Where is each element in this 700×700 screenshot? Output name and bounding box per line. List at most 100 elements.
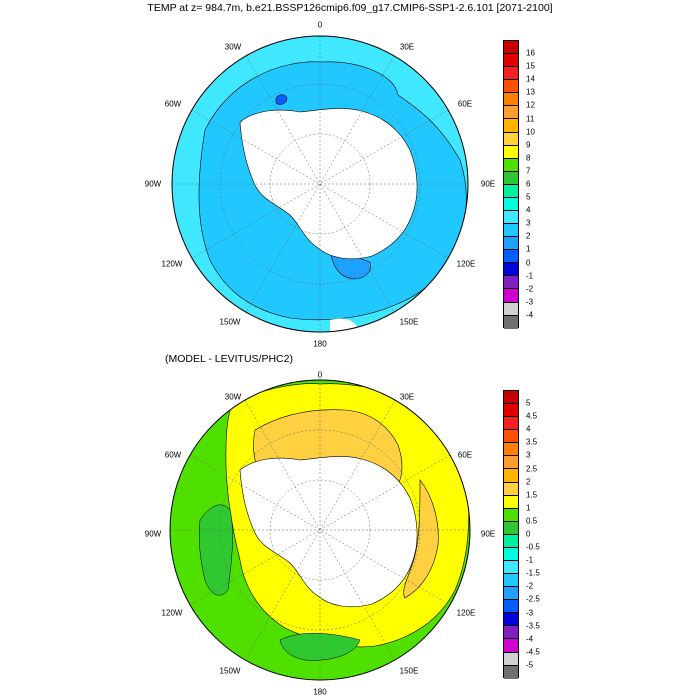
colorbar-1-swatch (504, 80, 518, 94)
colorbar-2-swatch (504, 613, 518, 627)
map1-lon-label-90w: 90W (144, 179, 162, 189)
colorbar-2-tick-label: -1.5 (526, 568, 540, 578)
colorbar-1-swatch (504, 67, 518, 81)
colorbar-2-swatch (504, 574, 518, 588)
colorbar-2-swatch (504, 469, 518, 483)
map2-lon-label-60w: 60W (164, 450, 182, 460)
colorbar-2-swatch (504, 534, 518, 548)
colorbar-1-tick-label: 16 (526, 48, 535, 58)
map2-green-patch-south (279, 633, 361, 661)
map2-polar-plot (170, 380, 470, 680)
colorbar-1-swatch (504, 289, 518, 303)
map2-lon-label-30e: 30E (399, 392, 415, 402)
colorbar-1-swatch (504, 211, 518, 225)
map2-lon-label-120e: 120E (456, 608, 476, 618)
plot1-title: TEMP at z= 984.7m, b.e21.BSSP126cmip6.f0… (147, 2, 553, 14)
map1-lon-label-0: 0 (317, 20, 323, 30)
colorbar-1-tick-label: 15 (526, 61, 535, 71)
colorbar-1-tick-label: 8 (526, 153, 531, 163)
colorbar-2-swatch (504, 639, 518, 653)
colorbar-2-swatch (504, 587, 518, 601)
colorbar-2-swatch (504, 652, 518, 666)
map2-graticule (170, 380, 470, 680)
colorbar-2-tick-label: 3 (526, 450, 531, 460)
colorbar-1-tick-label: 9 (526, 140, 531, 150)
map1-polar-plot (172, 36, 468, 332)
colorbar-1-tick-label: -4 (526, 310, 534, 320)
colorbar-1-swatch (504, 276, 518, 290)
colorbar-1-swatch (504, 54, 518, 68)
colorbar-2-swatch (504, 561, 518, 575)
colorbar-2-swatch (504, 404, 518, 418)
colorbar-1-tick-label: -1 (526, 271, 534, 281)
map1-cold-blob (275, 94, 288, 105)
colorbar-1-swatch (504, 171, 518, 185)
map2-lon-label-30w: 30W (224, 392, 242, 402)
colorbar-1-tick-label: -2 (526, 284, 534, 294)
colorbar-1-swatch (504, 41, 518, 55)
colorbar-1-swatch (504, 184, 518, 198)
map2-lon-label-120w: 120W (161, 608, 183, 618)
colorbar-1-swatch (504, 158, 518, 172)
colorbar-1-swatch (504, 224, 518, 238)
colorbar-1-tick-label: 10 (526, 127, 535, 137)
map1-lon-label-150e: 150E (399, 317, 419, 327)
colorbar-2-tick-label: -1 (526, 555, 534, 565)
colorbar-1-tick-label: 12 (526, 100, 535, 110)
colorbar-1 (503, 40, 519, 329)
colorbar-2-swatch (504, 417, 518, 431)
colorbar-1-swatch (504, 119, 518, 133)
colorbar-1-swatch (504, 132, 518, 146)
colorbar-1-swatch (504, 197, 518, 212)
colorbar-2-swatch (504, 626, 518, 640)
colorbar-2-swatch (504, 482, 518, 496)
colorbar-2-tick-label: 5 (526, 398, 531, 408)
map2-antarctica (239, 456, 418, 608)
colorbar-2-swatch (504, 600, 518, 614)
colorbar-2-swatch (504, 443, 518, 457)
colorbar-1-tick-label: 14 (526, 74, 535, 84)
colorbar-2-swatch (504, 508, 518, 522)
map1-lon-label-120w: 120W (161, 259, 183, 269)
colorbar-1-tick-label: 11 (526, 114, 535, 124)
colorbar-2-tick-label: -0.5 (526, 542, 540, 552)
map2-lon-label-150w: 150W (219, 666, 241, 676)
colorbar-2-tick-label: 1 (526, 503, 531, 513)
colorbar-1-tick-label: -3 (526, 297, 534, 307)
map1-lon-label-60w: 60W (164, 99, 182, 109)
colorbar-2-tick-label: 2.5 (526, 464, 538, 474)
map2-lon-label-90e: 90E (480, 529, 496, 539)
map1-lon-label-30e: 30E (399, 42, 415, 52)
colorbar-1-swatch (504, 250, 518, 264)
colorbar-1-tick-label: 6 (526, 179, 531, 189)
colorbar-2-tick-label: 4.5 (526, 411, 538, 421)
colorbar-2-tick-label: 1.5 (526, 490, 538, 500)
colorbar-2-tick-label: 4 (526, 424, 531, 434)
colorbar-2-tick-label: 0.5 (526, 516, 538, 526)
colorbar-2-swatch (504, 547, 518, 562)
colorbar-1-tick-label: 2 (526, 231, 531, 241)
colorbar-1-tick-label: 5 (526, 192, 531, 202)
map1-lon-label-150w: 150W (219, 317, 241, 327)
map2-border (169, 379, 471, 681)
colorbar-1-swatch (504, 302, 518, 316)
map1-lon-label-60e: 60E (457, 99, 473, 109)
map2-lon-label-180: 180 (313, 687, 327, 697)
map1-lon-label-120e: 120E (456, 259, 476, 269)
colorbar-1-swatch (504, 93, 518, 107)
colorbar-1-tick-label: 1 (526, 244, 531, 254)
colorbar-1-tick-label: 7 (526, 166, 531, 176)
colorbar-1-swatch (504, 237, 518, 251)
colorbar-2-tick-label: 3.5 (526, 437, 538, 447)
colorbar-2-swatch (504, 456, 518, 470)
map1-lon-label-180: 180 (313, 339, 327, 349)
colorbar-1-tick-label: 13 (526, 87, 535, 97)
map1-graticule (172, 36, 468, 332)
colorbar-2-tick-label: -4 (526, 634, 534, 644)
map1-border (171, 35, 469, 333)
colorbar-2-tick-label: -2 (526, 581, 534, 591)
colorbar-1-tick-label: 4 (526, 205, 531, 215)
colorbar-1-swatch (504, 315, 518, 329)
colorbar-1-swatch (504, 263, 518, 277)
